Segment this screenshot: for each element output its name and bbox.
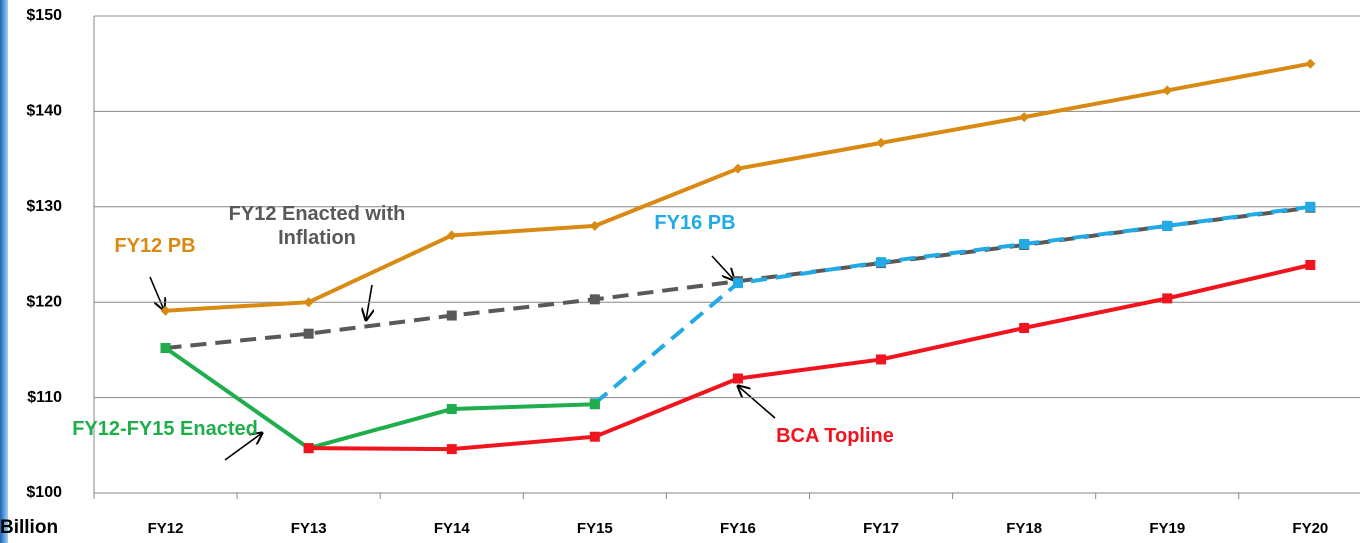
series-line [165,61,1311,313]
series-line [593,204,1311,405]
x-tick-label: FY12 [148,520,184,537]
y-tick-label: $110 [27,389,62,406]
point [446,230,457,241]
point [732,163,743,174]
point [876,354,887,365]
x-tick-label: FY20 [1292,520,1328,537]
series-label: FY12 Enacted with Inflation [228,203,406,249]
point [589,220,600,231]
series-line [308,263,1311,452]
y-unit-label: Billion [0,517,58,538]
point [1162,85,1173,96]
point [303,328,314,339]
annotation-arrows [149,255,776,461]
series-label: FY16 PB [654,212,736,234]
y-tick-label: $150 [26,7,62,24]
arrow [711,255,734,280]
arrow [738,386,776,419]
x-tick-label: FY14 [434,520,471,537]
point [446,444,457,455]
y-tick-label: $120 [26,293,62,310]
point [876,137,887,148]
point [1305,259,1316,270]
point [876,257,887,268]
x-tick-label: FY19 [1149,520,1185,537]
point [732,373,743,384]
series-label: FY12 PB [114,235,196,257]
x-tick-label: FY15 [577,520,613,537]
y-tick-label: $140 [26,103,62,120]
point [1162,293,1173,304]
point [732,278,743,289]
point [446,404,457,415]
point [1019,322,1030,333]
arrow [149,276,164,310]
point [160,305,171,316]
point [446,310,457,321]
y-tick-label: $100 [26,484,62,501]
point [1305,201,1316,212]
point [589,399,600,410]
point [160,342,171,353]
x-tick-label: FY13 [291,520,327,537]
point [1019,239,1030,250]
point [1162,220,1173,231]
series-label: FY12-FY15 Enacted [72,418,258,440]
x-tick-label: FY18 [1006,520,1042,537]
point [303,297,314,308]
point [1019,112,1030,123]
point [303,443,314,454]
x-tick-label: FY16 [720,520,756,537]
point [589,431,600,442]
series-label: BCA Topline [776,425,894,447]
point [589,294,600,305]
arrow [224,433,262,461]
y-tick-label: $130 [26,198,62,215]
slide-stripe [0,0,8,543]
point [1305,58,1316,69]
x-tick-label: FY17 [863,520,899,537]
series-line [164,346,595,451]
